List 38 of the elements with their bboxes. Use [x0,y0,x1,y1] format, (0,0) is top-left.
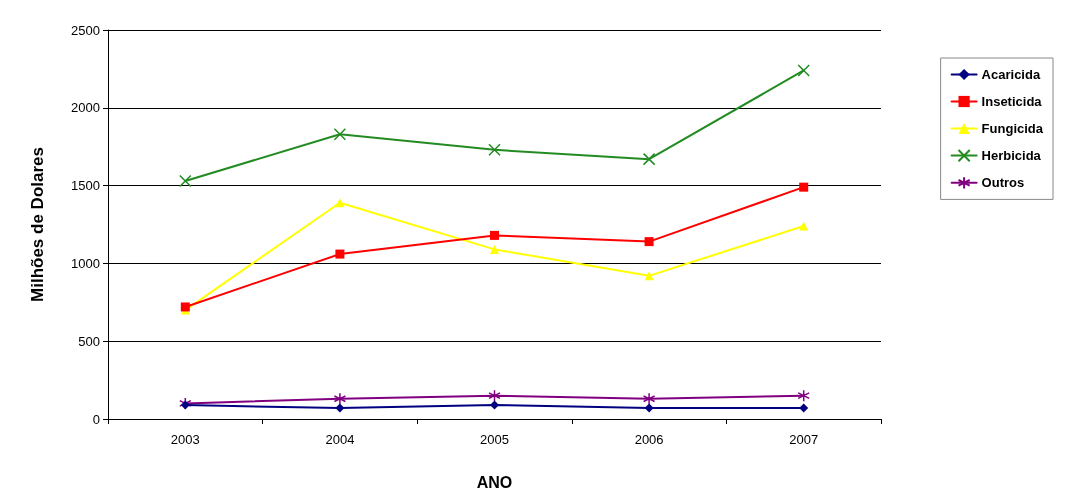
point [335,198,345,208]
y-tick-label: 1000 [71,255,100,271]
y-axis-title: Milhões de Dolares [28,147,47,302]
x-tick-label: 2007 [789,432,819,447]
point [335,403,345,413]
y-tick-label: 500 [78,333,100,349]
point [799,221,809,231]
point [644,403,654,413]
legend-label: Outros [981,175,1025,191]
y-tick-label: 2000 [71,100,100,116]
point [490,244,499,254]
point [642,152,656,166]
point [797,389,810,402]
point [799,403,809,413]
legend-label: Fungicida [981,121,1044,136]
y-tick-label: 1500 [71,178,100,194]
legend-label: Inseticida [981,94,1043,109]
x-tick-label: 2004 [325,432,355,447]
point [642,392,656,406]
y-tick-label: 2500 [71,22,100,38]
point [488,389,501,402]
point [644,237,654,247]
x-tick-label: 2003 [170,432,200,447]
point [488,143,501,157]
point [335,249,345,259]
x-axis-title: ANO [476,473,513,491]
x-tick-label: 2005 [480,432,509,447]
point [797,64,810,77]
point [490,400,499,410]
point [799,182,809,192]
point [490,230,499,240]
point [333,392,347,406]
legend-label: Herbicida [981,148,1042,164]
point [179,174,192,188]
point [333,128,347,141]
legend-label: Acaricida [981,67,1041,82]
y-tick-label: 0 [92,411,100,427]
x-tick-label: 2006 [634,432,664,447]
